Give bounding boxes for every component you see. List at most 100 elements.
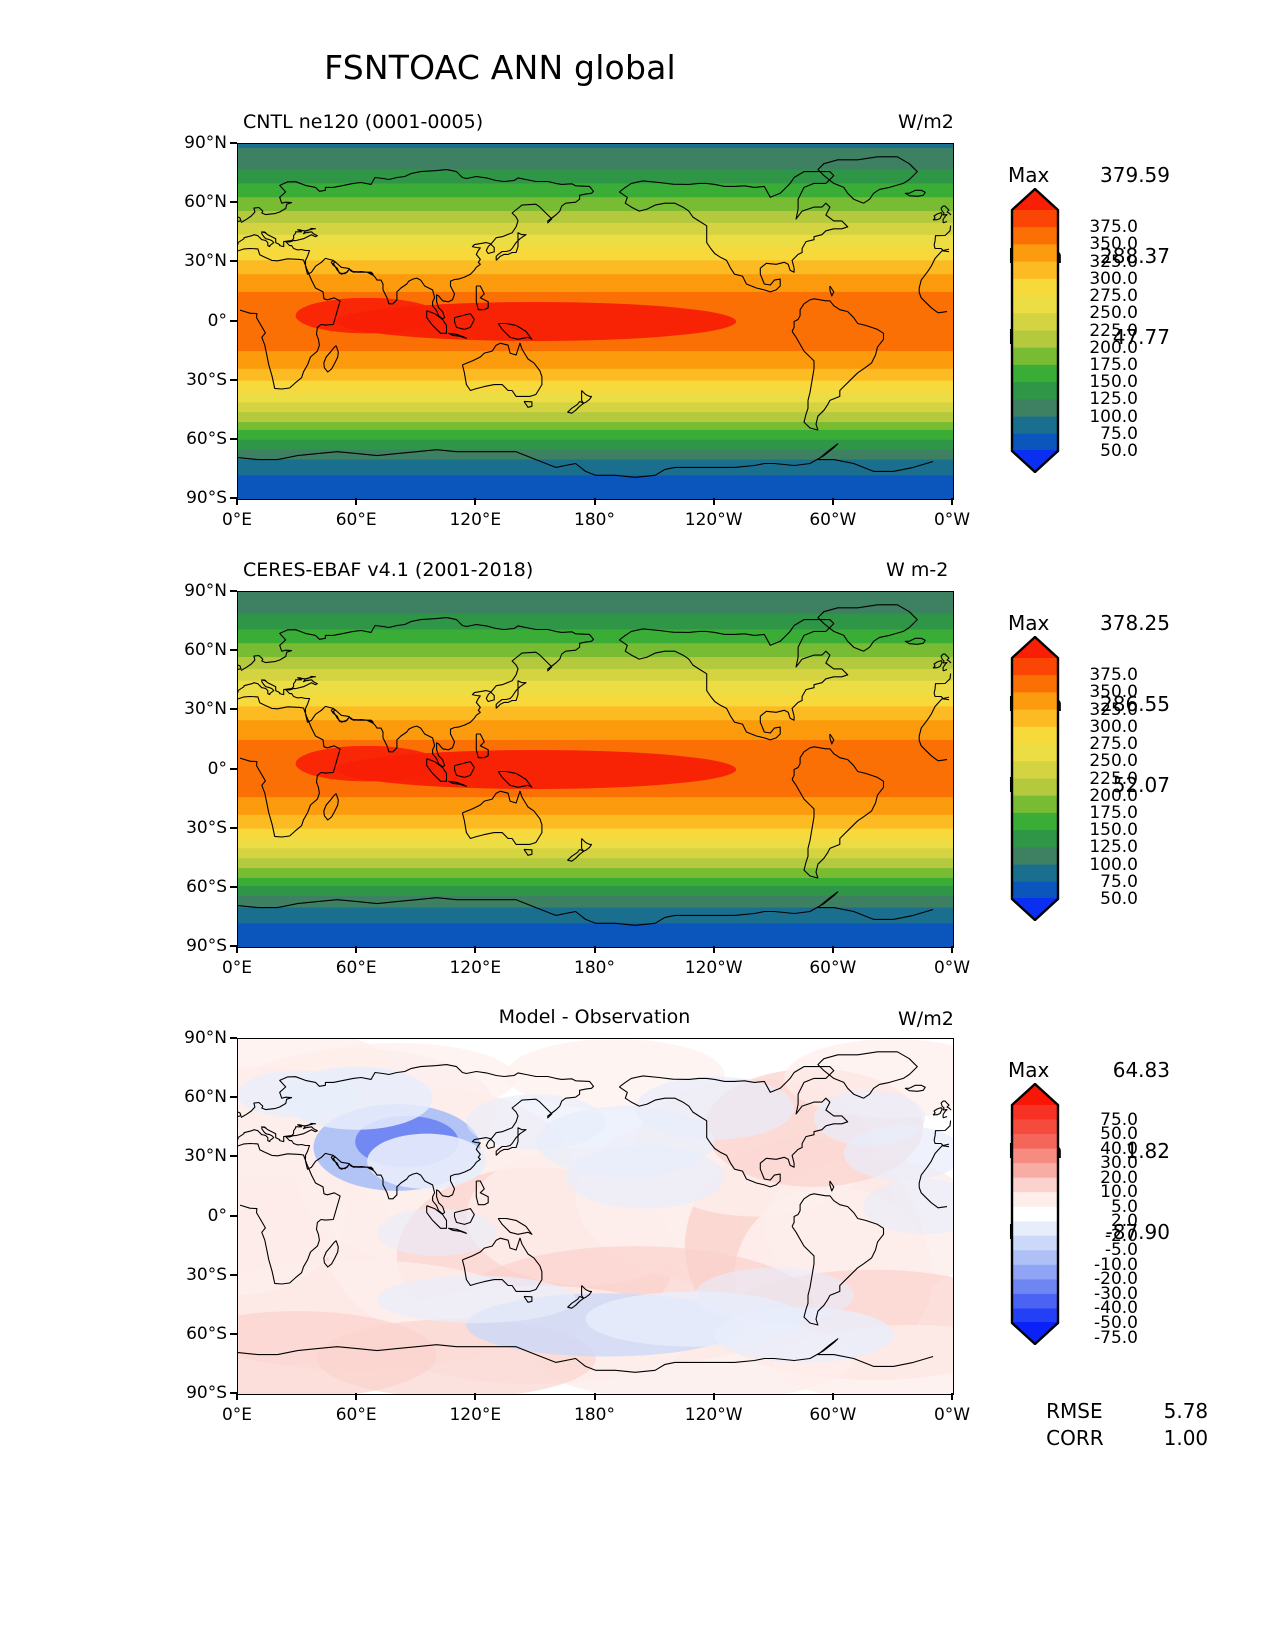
y-axis-tick-mark xyxy=(230,826,237,829)
corr-value: 1.00 xyxy=(1163,1426,1209,1450)
coastline xyxy=(238,1064,595,1215)
colorbar-gradient xyxy=(1010,636,1060,921)
colorbar-tick-label: 200.0 xyxy=(1089,337,1138,358)
map-field xyxy=(238,1039,953,1394)
y-axis-tick-label: 30°N xyxy=(184,251,227,272)
x-axis-tick-label: 120°E xyxy=(449,1405,502,1425)
coastline xyxy=(791,1193,885,1326)
colorbar-tick-label: -5.0 xyxy=(1104,1240,1138,1261)
colorbar-tick-label: 75.0 xyxy=(1100,871,1138,892)
coastline xyxy=(932,1107,943,1116)
coastline xyxy=(817,156,918,204)
panel-difference-title: Model - Observation xyxy=(498,1006,691,1028)
x-axis-tick-mark xyxy=(712,1393,715,1400)
stats-max-label: Max xyxy=(1008,611,1050,635)
coastline xyxy=(323,1240,339,1268)
coastline xyxy=(918,698,950,741)
x-axis-tick-mark xyxy=(355,498,358,505)
x-axis-tick-mark xyxy=(474,946,477,953)
colorbar-tick-label: 75.0 xyxy=(1100,1109,1138,1130)
coastline xyxy=(618,619,849,741)
y-axis-tick-label: 90°S xyxy=(186,488,227,508)
x-axis-tick-label: 60°E xyxy=(335,1405,377,1425)
coastline xyxy=(942,668,948,672)
colorbar-tick-label: 325.0 xyxy=(1089,251,1138,272)
scores-difference: RMSE 5.78 CORR 1.00 xyxy=(1008,1371,1208,1479)
map-difference[interactable] xyxy=(237,1038,954,1395)
colorbar-tick-label: 40.0 xyxy=(1100,1138,1138,1159)
stats-max-label: Max xyxy=(1008,1058,1050,1082)
x-axis-tick-mark xyxy=(831,498,834,505)
x-axis-tick-label: 120°E xyxy=(449,510,502,530)
colorbar-tick-label: 5.0 xyxy=(1110,1196,1138,1217)
colorbar-tick-label: -30.0 xyxy=(1094,1283,1138,1304)
map-observation[interactable] xyxy=(237,591,954,948)
coastline xyxy=(495,680,527,709)
coastline xyxy=(817,1051,918,1099)
coastline xyxy=(447,332,467,339)
colorbar-tick-label: 350.0 xyxy=(1089,682,1138,703)
x-axis-tick-mark xyxy=(712,946,715,953)
colorbar-tick-label: -20.0 xyxy=(1094,1269,1138,1290)
y-axis-tick-mark xyxy=(230,1096,237,1099)
y-axis-tick-mark xyxy=(230,319,237,322)
colorbar-tick-label: 250.0 xyxy=(1089,303,1138,324)
coastline xyxy=(940,205,952,223)
colorbar-gradient xyxy=(1010,188,1060,473)
rmse-value: 5.78 xyxy=(1163,1399,1209,1423)
map-model[interactable] xyxy=(237,143,954,500)
coastline xyxy=(238,664,242,670)
x-axis-tick-mark xyxy=(593,946,596,953)
colorbar-observation[interactable]: 375.0 350.0 325.0 300.0 275.0 250.0 225.0 200.0… xyxy=(1008,636,1188,921)
colorbar-tick-label: 275.0 xyxy=(1089,286,1138,307)
colorbar-tick-label: -40.0 xyxy=(1094,1298,1138,1319)
x-axis-tick-mark xyxy=(236,946,238,953)
coastline xyxy=(238,897,596,924)
coastline xyxy=(426,758,448,782)
y-axis-tick-mark xyxy=(230,649,237,652)
x-axis-tick-mark xyxy=(593,1393,596,1400)
stats-max-value: 379.59 xyxy=(1100,163,1170,187)
coastline xyxy=(453,1208,475,1225)
coastline xyxy=(918,1187,948,1209)
x-axis-tick-mark xyxy=(236,498,238,505)
coastline xyxy=(238,1142,341,1285)
x-axis-tick-mark xyxy=(474,1393,477,1400)
y-axis-tick-label: 90°N xyxy=(184,133,227,153)
coastline xyxy=(426,310,448,334)
coastline xyxy=(932,212,943,221)
y-axis-tick-mark xyxy=(230,1392,237,1394)
colorbar-difference[interactable]: 75.0 50.0 40.0 30.0 20.0 10.0 5.0 2.0 -2.0 -5.0 -1… xyxy=(1008,1083,1188,1348)
panel-difference-units: W/m2 xyxy=(898,1008,954,1030)
x-axis-tick-label: 180° xyxy=(574,510,615,530)
stats-min-value: 47.77 xyxy=(1112,325,1170,349)
coastline xyxy=(495,1127,527,1156)
y-axis-tick-mark xyxy=(230,1214,237,1217)
coastline xyxy=(475,285,489,311)
coastline xyxy=(447,1227,467,1234)
coastline xyxy=(567,1295,585,1309)
colorbar-tick-label: 150.0 xyxy=(1089,820,1138,841)
colorbar-tick-label: 175.0 xyxy=(1089,802,1138,823)
stats-mean-value: 1.82 xyxy=(1125,1139,1170,1163)
coastline xyxy=(238,449,596,476)
colorbar-tick-label: 50.0 xyxy=(1100,889,1138,909)
coastline xyxy=(791,746,885,879)
x-axis-tick-mark xyxy=(593,498,596,505)
panel-observation-title: CERES-EBAF v4.1 (2001-2018) xyxy=(243,559,534,581)
coastline xyxy=(461,1237,543,1292)
y-axis-tick-label: 90°N xyxy=(184,581,227,601)
coastline xyxy=(933,245,950,252)
colorbar-model[interactable]: 375.0 350.0 325.0 300.0 275.0 250.0 225.0 200.0… xyxy=(1008,188,1188,473)
colorbar-tick-label: 175.0 xyxy=(1089,354,1138,375)
y-axis-tick-mark xyxy=(230,885,237,888)
x-axis-tick-label: 0°W xyxy=(933,958,971,978)
coastline xyxy=(933,673,952,694)
y-axis-tick-mark xyxy=(230,1332,237,1335)
coastline xyxy=(238,695,341,838)
coastline xyxy=(238,617,595,768)
y-axis-tick-label: 60°S xyxy=(186,1323,227,1344)
panel-observation-units: W m-2 xyxy=(886,559,949,581)
x-axis-tick-mark xyxy=(355,946,358,953)
colorbar-tick-label: -50.0 xyxy=(1094,1313,1138,1333)
